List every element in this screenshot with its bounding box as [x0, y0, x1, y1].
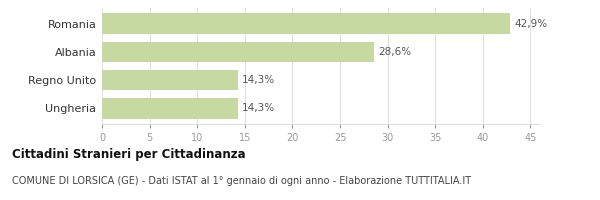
Bar: [102, 13, 511, 34]
Text: COMUNE DI LORSICA (GE) - Dati ISTAT al 1° gennaio di ogni anno - Elaborazione TU: COMUNE DI LORSICA (GE) - Dati ISTAT al 1…: [12, 176, 471, 186]
Text: 28,6%: 28,6%: [378, 47, 411, 57]
Bar: [102, 98, 238, 119]
Text: 14,3%: 14,3%: [242, 75, 275, 85]
Bar: [102, 42, 374, 62]
Bar: [102, 70, 238, 90]
Text: Cittadini Stranieri per Cittadinanza: Cittadini Stranieri per Cittadinanza: [12, 148, 245, 161]
Text: 14,3%: 14,3%: [242, 103, 275, 113]
Text: 42,9%: 42,9%: [514, 19, 547, 29]
